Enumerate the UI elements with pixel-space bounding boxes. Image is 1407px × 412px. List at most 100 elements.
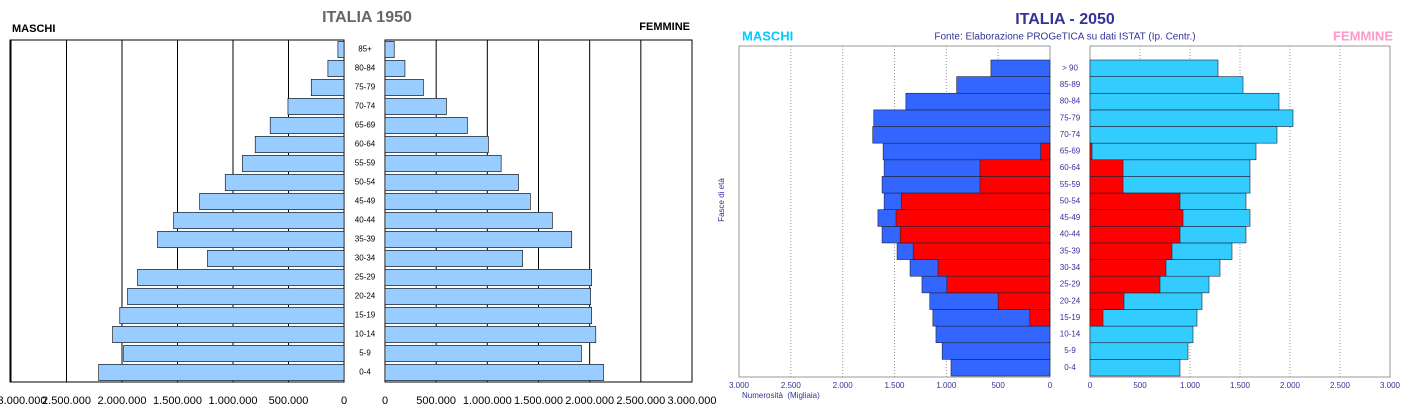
x-tick-label: 1.000.000 — [209, 395, 258, 407]
x-tick-label: 2.000 — [833, 381, 854, 390]
bar — [1089, 309, 1198, 327]
bar — [384, 231, 573, 248]
category-label: > 90 — [1062, 63, 1078, 72]
bar — [287, 98, 345, 115]
x-tick-label: 2.500 — [781, 381, 802, 390]
category-label: 35-39 — [355, 235, 376, 244]
overlay-bar — [1029, 309, 1051, 327]
bar — [384, 155, 502, 172]
bar — [207, 250, 345, 267]
category-label: 70-74 — [1060, 130, 1081, 139]
male-label: MASCHI — [12, 23, 55, 35]
category-label: 55-59 — [1060, 180, 1081, 189]
overlay-bar — [899, 226, 1051, 244]
bar — [1089, 109, 1294, 127]
bar — [1089, 76, 1244, 94]
overlay-bar — [1089, 192, 1181, 210]
x-tick-label: 500 — [991, 381, 1005, 390]
category-label: 70-74 — [355, 102, 376, 111]
category-label: 50-54 — [355, 178, 376, 187]
x-tick-label: 2.000.000 — [565, 395, 614, 407]
bar — [384, 60, 406, 77]
bar — [254, 136, 345, 153]
bar — [327, 60, 345, 77]
x-tick-label: 1.000 — [936, 381, 957, 390]
bar — [119, 307, 345, 324]
x-tick-label: 1.500 — [1230, 381, 1251, 390]
bar — [384, 307, 593, 324]
x-axis-label: Numerosità (Migliaia) — [742, 391, 820, 400]
bar — [384, 212, 553, 229]
overlay-bar — [895, 209, 1051, 227]
bar — [882, 142, 1051, 161]
x-tick-label: 1.000.000 — [463, 395, 512, 407]
bar — [956, 76, 1051, 94]
overlay-bar — [937, 259, 1051, 277]
overlay-bar — [1089, 275, 1161, 294]
bar — [384, 250, 523, 267]
y-axis-label: Fasce di età — [717, 178, 726, 222]
bar — [1089, 342, 1189, 360]
x-tick-label: 2.500 — [1330, 381, 1351, 390]
x-tick-label: 500 — [1133, 381, 1147, 390]
male-label: MASCHI — [742, 28, 793, 43]
bar — [384, 345, 582, 362]
bar — [242, 155, 345, 172]
bar — [137, 269, 345, 286]
bar — [873, 109, 1051, 127]
overlay-bar — [946, 275, 1051, 294]
overlay-bar — [1089, 176, 1124, 194]
category-label: 35-39 — [1060, 246, 1081, 255]
x-tick-label: 1.500.000 — [153, 395, 202, 407]
category-label: 85+ — [358, 45, 372, 54]
bar — [872, 126, 1051, 144]
category-label: 75-79 — [1060, 113, 1081, 122]
x-tick-label: 0 — [382, 395, 388, 407]
bar — [384, 193, 531, 210]
bar — [935, 325, 1051, 344]
overlay-bar — [979, 159, 1051, 177]
category-label: 30-34 — [355, 254, 376, 263]
category-label: 65-69 — [1060, 147, 1081, 156]
overlay-bar — [1089, 292, 1125, 310]
bar — [384, 41, 395, 58]
x-tick-label: 0 — [341, 395, 347, 407]
category-label: 15-19 — [355, 311, 376, 320]
overlay-bar — [1040, 142, 1051, 161]
overlay-bar — [1089, 259, 1167, 277]
female-label: FEMMINE — [1333, 28, 1393, 43]
bar — [123, 345, 345, 362]
x-tick-label: 2.500.000 — [616, 395, 665, 407]
bar — [384, 79, 424, 96]
x-tick-label: 3.000 — [729, 381, 750, 390]
category-label: 40-44 — [1060, 230, 1081, 239]
category-label: 45-49 — [1060, 213, 1081, 222]
bar — [1089, 359, 1181, 377]
category-label: 85-89 — [1060, 80, 1081, 89]
x-tick-label: 2.500.000 — [42, 395, 91, 407]
bar — [112, 326, 345, 343]
female-label: FEMMINE — [639, 21, 690, 33]
bar — [310, 79, 345, 96]
bar — [384, 269, 593, 286]
overlay-bar — [979, 176, 1051, 194]
bar — [199, 193, 345, 210]
x-tick-label: 1.500 — [884, 381, 905, 390]
bar — [384, 326, 597, 343]
chart-title: ITALIA - 2050 — [1015, 11, 1115, 28]
bar — [905, 92, 1051, 111]
bar — [384, 174, 519, 191]
x-tick-label: 500.000 — [416, 395, 456, 407]
category-label: 10-14 — [355, 330, 376, 339]
category-label: 5-9 — [1064, 346, 1076, 355]
bar — [337, 41, 345, 58]
category-label: 40-44 — [355, 216, 376, 225]
category-label: 10-14 — [1060, 330, 1081, 339]
chart-title: ITALIA 1950 — [322, 9, 412, 26]
category-label: 30-34 — [1060, 263, 1081, 272]
bar — [1089, 325, 1194, 344]
bar — [1089, 59, 1219, 77]
bar — [1089, 142, 1257, 161]
category-label: 45-49 — [355, 197, 376, 206]
